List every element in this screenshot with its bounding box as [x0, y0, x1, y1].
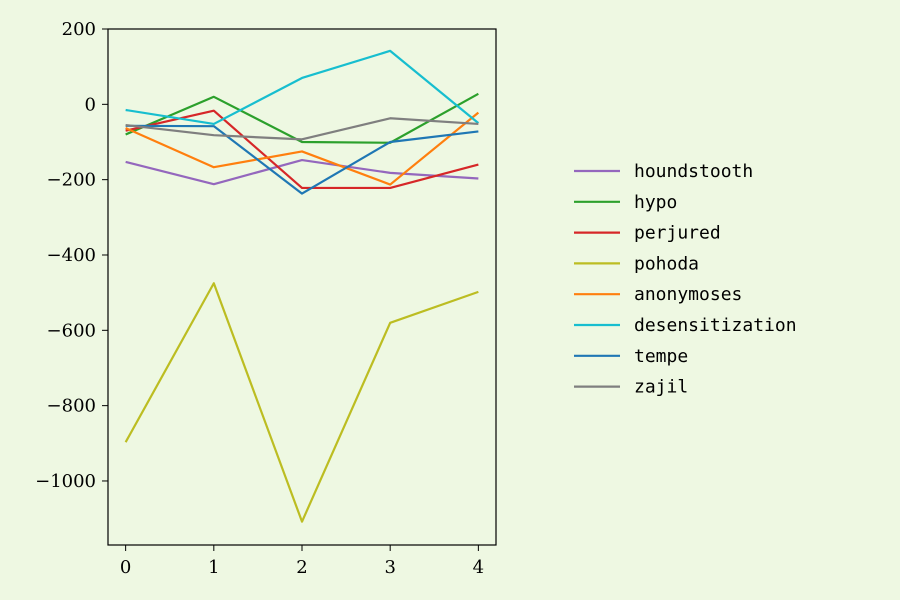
legend-label: hypo [634, 192, 677, 213]
legend-label: zajil [634, 377, 688, 398]
series-line-desensitization [125, 49, 480, 126]
legend-item-hypo: hypo [574, 192, 677, 213]
y-tick-label: −800 [47, 396, 96, 417]
series-line-anonymoses [125, 111, 480, 186]
x-tick-label: 2 [296, 557, 307, 578]
y-tick-label: −400 [47, 245, 96, 266]
legend-label: perjured [634, 223, 721, 244]
legend-label: houndstooth [634, 161, 753, 182]
y-tick-label: −1000 [35, 471, 96, 492]
legend-label: desensitization [634, 315, 797, 336]
series-line-houndstooth [125, 158, 479, 186]
legend-item-desensitization: desensitization [574, 315, 797, 336]
series-line-zajil [125, 117, 479, 141]
legend-item-houndstooth: houndstooth [574, 161, 753, 182]
legend-item-anonymoses: anonymoses [574, 284, 742, 305]
legend-label: anonymoses [634, 284, 742, 305]
series-lines [124, 49, 480, 523]
y-tick-label: −600 [47, 320, 96, 341]
plot-frame [107, 28, 497, 546]
x-axis: 0 1 2 3 4 [120, 545, 484, 578]
legend-label: tempe [634, 346, 688, 367]
x-tick-label: 1 [208, 557, 219, 578]
series-line-hypo [125, 92, 479, 144]
x-tick-label: 0 [120, 557, 131, 578]
y-axis: 200 0 −200 −400 −600 −800 −1000 [35, 19, 108, 492]
legend-item-zajil: zajil [574, 377, 688, 398]
x-tick-label: 4 [473, 557, 484, 578]
legend: houndstooth hypo perjured pohoda anonymoses d… [574, 161, 797, 398]
y-tick-label: −200 [47, 170, 96, 191]
legend-item-perjured: perjured [574, 223, 721, 244]
y-tick-label: 0 [85, 94, 96, 115]
x-tick-label: 3 [384, 557, 395, 578]
series-line-perjured [125, 109, 479, 190]
legend-label: pohoda [634, 253, 699, 274]
series-line-pohoda [124, 282, 479, 523]
y-tick-label: 200 [62, 19, 96, 40]
legend-item-tempe: tempe [574, 346, 688, 367]
legend-item-pohoda: pohoda [574, 253, 699, 274]
series-line-tempe [125, 124, 479, 195]
